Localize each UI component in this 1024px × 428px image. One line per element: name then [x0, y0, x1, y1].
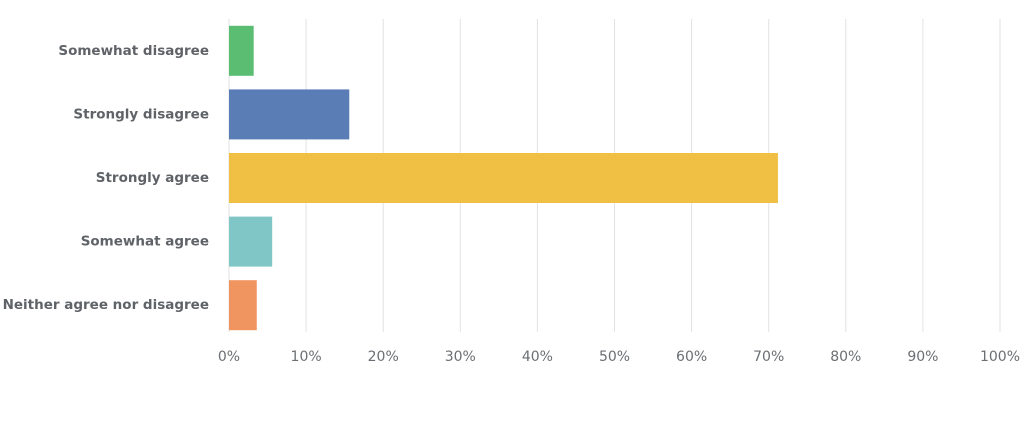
y-tick-label: Somewhat disagree [58, 43, 209, 59]
bar [229, 216, 273, 267]
bar [229, 280, 257, 331]
x-tick-label: 10% [291, 349, 322, 365]
bar [229, 153, 778, 203]
bar [229, 25, 254, 76]
x-tick-label: 0% [218, 349, 240, 365]
y-tick-label: Strongly agree [96, 170, 209, 186]
x-tick-label: 70% [753, 349, 784, 365]
y-tick-label: Strongly disagree [73, 106, 209, 122]
x-tick-label: 90% [907, 349, 938, 365]
y-tick-label: Neither agree nor disagree [3, 297, 209, 313]
x-tick-label: 50% [599, 349, 630, 365]
x-tick-label: 20% [368, 349, 399, 365]
bar [229, 89, 350, 140]
x-tick-label: 80% [830, 349, 861, 365]
x-tick-label: 30% [445, 349, 476, 365]
x-tick-label: 60% [676, 349, 707, 365]
x-tick-label: 40% [522, 349, 553, 365]
y-tick-label: Somewhat agree [81, 234, 209, 250]
x-tick-label: 100% [980, 349, 1020, 365]
